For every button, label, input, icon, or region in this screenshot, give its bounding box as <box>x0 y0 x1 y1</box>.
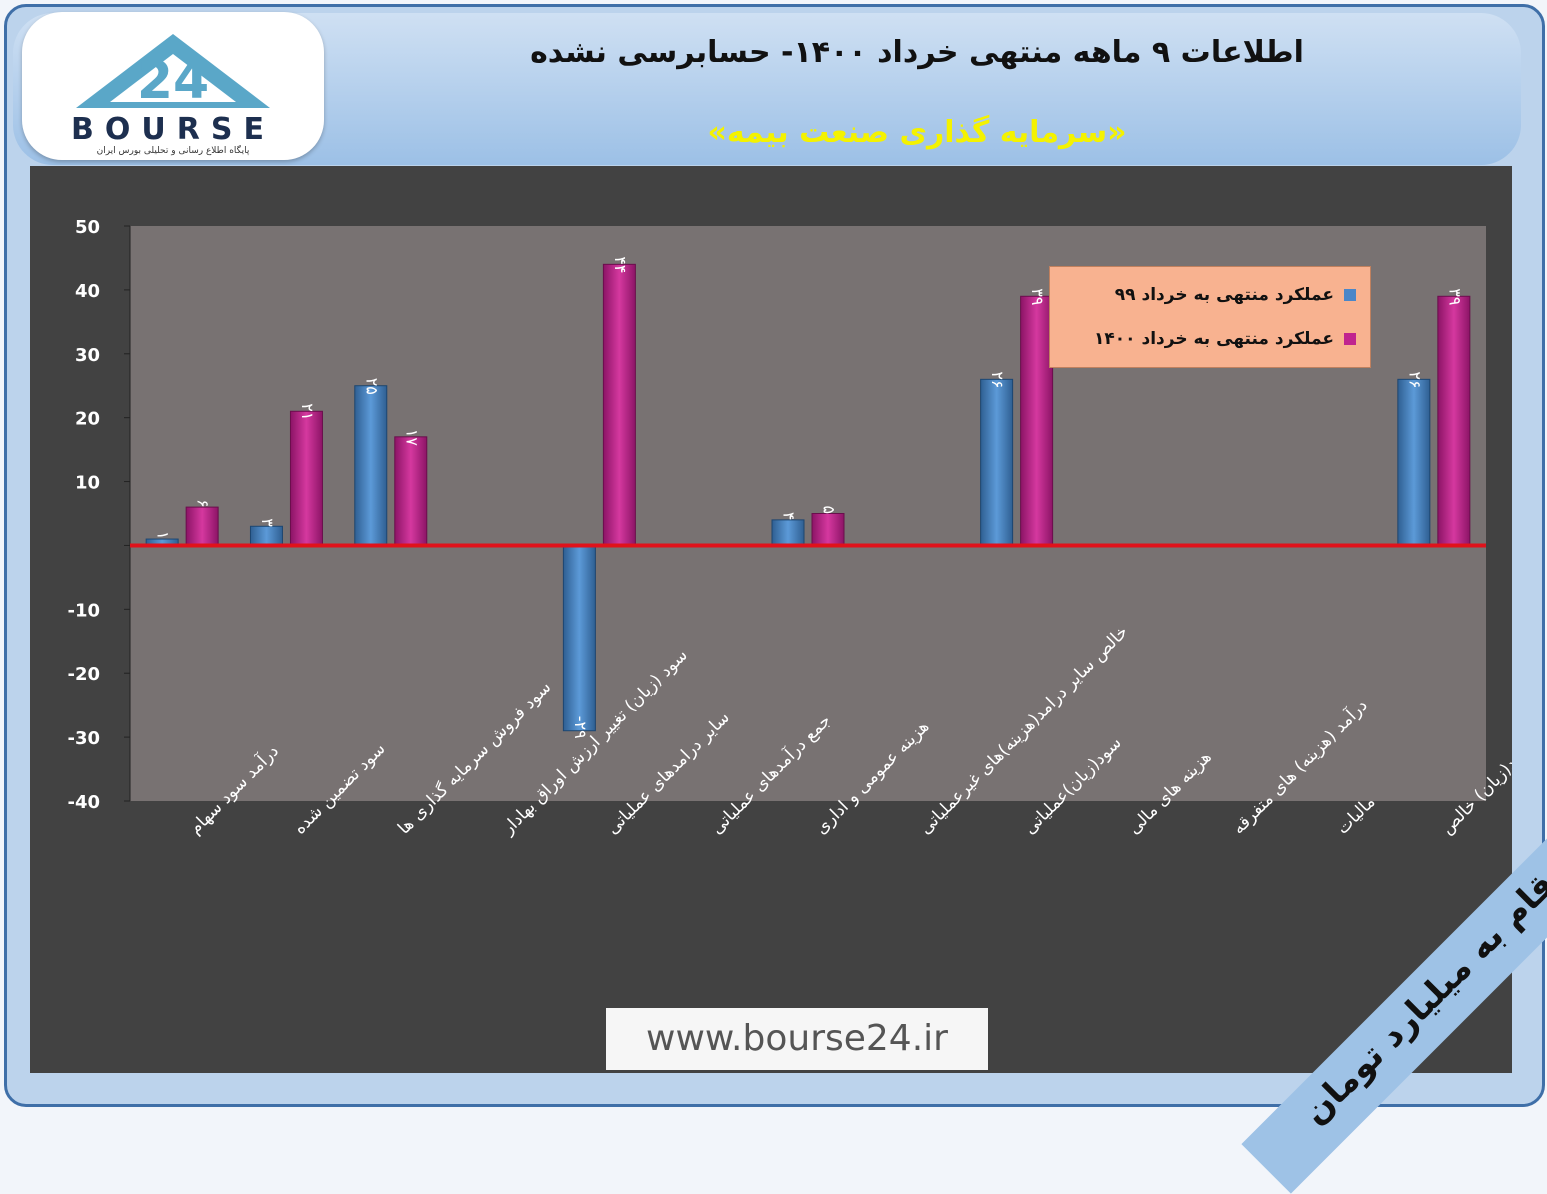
legend-label-2: عملکرد منتهی به خرداد ۱۴۰۰ <box>1094 329 1334 349</box>
page-title: اطلاعات ۹ ماهه منتهی خرداد ۱۴۰۰- حسابرسی… <box>530 35 1304 70</box>
data-label: ۴۴ <box>611 256 630 273</box>
legend-item-1: عملکرد منتهی به خرداد ۹۹ <box>1115 285 1356 315</box>
bar-chart: 50 40 30 20 10 -10 -20 -30 -40 ۱ ۳ ۲۵ -۲۹ ۴ ۲۶ ۲۶ ۶ ۲۱ ۱۷ ۴… <box>67 217 1512 839</box>
data-label: -۲۹ <box>571 716 590 739</box>
legend-item-2: عملکرد منتهی به خرداد ۱۴۰۰ <box>1094 329 1356 359</box>
data-label: ۲۵ <box>362 378 381 395</box>
y-tick-label: 10 <box>75 473 100 494</box>
data-label: ۶ <box>194 499 213 508</box>
bourse24-logo: 24 BOURSE پایگاه اطلاع رسانی و تحلیلی بو… <box>22 12 324 160</box>
logo-word: BOURSE <box>71 112 275 147</box>
legend-swatch-2 <box>1344 333 1356 345</box>
chart-area: 50 40 30 20 10 -10 -20 -30 -40 ۱ ۳ ۲۵ -۲۹ ۴ ۲۶ ۲۶ ۶ ۲۱ ۱۷ ۴… <box>30 166 1512 1073</box>
data-label: ۵ <box>820 506 839 515</box>
y-tick-label: -10 <box>67 600 100 621</box>
bar-s1 <box>771 519 805 546</box>
logo-mark-icon: 24 <box>76 34 270 111</box>
data-label: ۲۶ <box>1405 371 1424 388</box>
data-label: ۳۹ <box>1028 288 1047 305</box>
bar-s2 <box>394 436 428 546</box>
data-label: ۴ <box>780 512 799 521</box>
website-url[interactable]: www.bourse24.ir <box>606 1008 988 1070</box>
logo-number: 24 <box>137 51 209 111</box>
y-tick-label: 20 <box>75 409 100 430</box>
bar-s2 <box>289 410 323 546</box>
y-tick-label: 30 <box>75 345 100 366</box>
data-label: ۲۱ <box>298 403 317 420</box>
data-label: ۱ <box>154 531 173 540</box>
page-subtitle: «سرمایه گذاری صنعت بیمه» <box>707 115 1127 150</box>
bar-s1 <box>1397 378 1431 546</box>
y-tick-label: 50 <box>75 217 100 238</box>
bar-s2 <box>811 513 845 546</box>
bar-s2 <box>1020 295 1054 546</box>
data-label: ۳۹ <box>1445 288 1464 305</box>
data-label: ۲۶ <box>988 371 1007 388</box>
y-tick-label: -40 <box>67 792 100 813</box>
data-label: ۳ <box>258 518 277 527</box>
logo-tagline: پایگاه اطلاع رسانی و تحلیلی بورس ایران <box>96 146 250 156</box>
data-label: ۱۷ <box>402 429 421 447</box>
bar-s1 <box>249 525 283 546</box>
bar-s2 <box>602 263 636 546</box>
legend-swatch-1 <box>1344 289 1356 301</box>
legend-label-1: عملکرد منتهی به خرداد ۹۹ <box>1114 285 1334 305</box>
y-tick-label: 40 <box>75 281 100 302</box>
bar-s2 <box>185 506 219 546</box>
y-tick-label: -20 <box>67 664 100 685</box>
bar-s1 <box>980 378 1014 546</box>
bar-s1 <box>354 385 388 546</box>
bar-s1 <box>562 544 596 732</box>
y-tick-label: -30 <box>67 728 100 749</box>
chart-legend: عملکرد منتهی به خرداد ۹۹ عملکرد منتهی به… <box>1049 266 1371 368</box>
bar-s2 <box>1437 295 1471 546</box>
